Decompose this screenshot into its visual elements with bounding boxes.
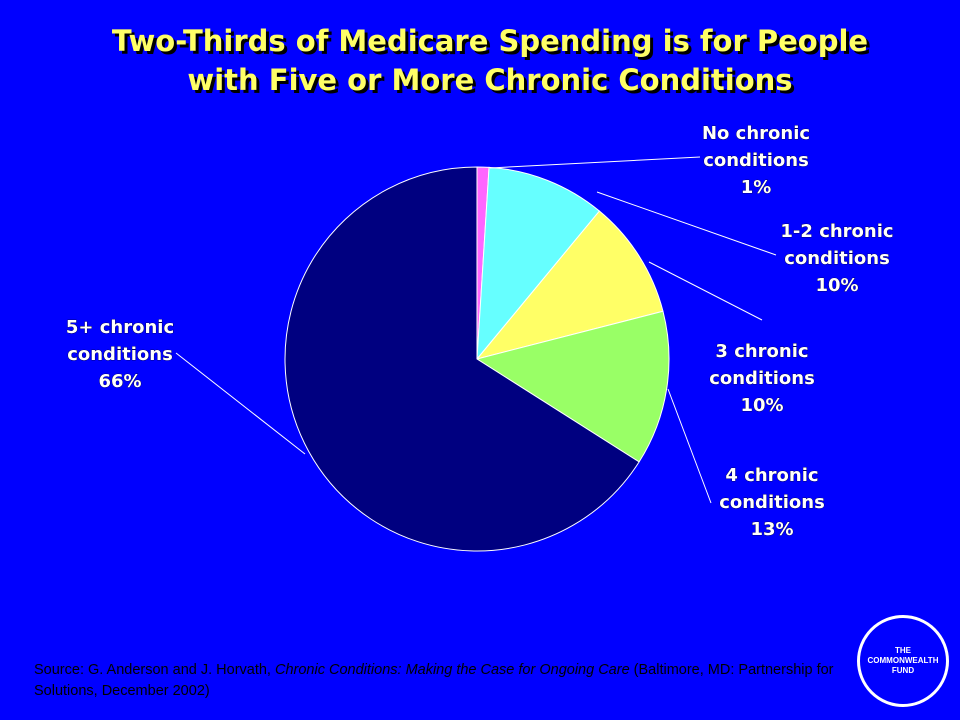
pie-slice-c5plus xyxy=(284,166,640,552)
source-suffix: (Baltimore, MD: Partnership for Solution… xyxy=(34,662,834,699)
pie-slice-c4 xyxy=(475,310,670,463)
source-prefix: Source: G. Anderson and J. Horvath, xyxy=(34,662,275,678)
slice-label-line-c4-1: conditions xyxy=(719,492,825,513)
slice-label-line-c3-2: 10% xyxy=(740,395,783,416)
title-line-2: with Five or More Chronic Conditions xyxy=(187,63,793,97)
title-line-1: Two-Thirds of Medicare Spending is for P… xyxy=(111,24,869,58)
slice-label-c4: 4 chronic conditions 13% xyxy=(719,465,825,540)
pie-slice-c3 xyxy=(475,210,664,360)
slice-label-c3: 3 chronic conditions 10% xyxy=(709,341,815,416)
logo-line-2: COMMONWEALTH xyxy=(867,656,939,665)
slice-label-line-c12-2: 10% xyxy=(815,275,858,296)
slide-title: Two-Thirds of Medicare Spending is for P… xyxy=(20,22,960,100)
leader-line-c5plus xyxy=(175,352,306,455)
leader-line-c12 xyxy=(596,191,777,256)
logo-line-1: THE xyxy=(895,646,911,655)
slice-label-line-none-1: conditions xyxy=(703,150,809,171)
slice-label-line-c3-0: 3 chronic xyxy=(715,341,808,362)
slice-label-line-c3-1: conditions xyxy=(709,368,815,389)
source-book-title: Chronic Conditions: Making the Case for … xyxy=(275,662,630,678)
slice-label-line-c4-2: 13% xyxy=(750,519,793,540)
commonwealth-fund-logo: THE COMMONWEALTH FUND xyxy=(857,615,949,707)
source-citation: Source: G. Anderson and J. Horvath, Chro… xyxy=(34,660,834,702)
slice-label-line-none-0: No chronic xyxy=(702,123,810,144)
slice-label-c12: 1-2 chronic conditions 10% xyxy=(780,221,893,296)
pie-slices xyxy=(284,166,670,552)
slice-labels: No chronic conditions 1% 1-2 chronic conditi… xyxy=(66,123,894,541)
slice-label-line-c5plus-1: conditions xyxy=(67,344,173,365)
leader-lines xyxy=(175,156,777,504)
slice-label-line-none-2: 1% xyxy=(741,177,772,198)
leader-line-none xyxy=(489,156,701,169)
slice-label-none: No chronic conditions 1% xyxy=(702,123,810,198)
logo-line-3: FUND xyxy=(891,666,915,675)
slice-label-c5plus: 5+ chronic conditions 66% xyxy=(66,317,174,392)
slice-label-line-c12-1: conditions xyxy=(784,248,890,269)
slice-label-line-c12-0: 1-2 chronic xyxy=(780,221,893,242)
slice-label-line-c4-0: 4 chronic xyxy=(725,465,818,486)
slice-label-line-c5plus-2: 66% xyxy=(98,371,141,392)
slice-label-line-c5plus-0: 5+ chronic xyxy=(66,317,174,338)
leader-line-c4 xyxy=(667,388,712,504)
leader-line-c3 xyxy=(648,261,763,321)
